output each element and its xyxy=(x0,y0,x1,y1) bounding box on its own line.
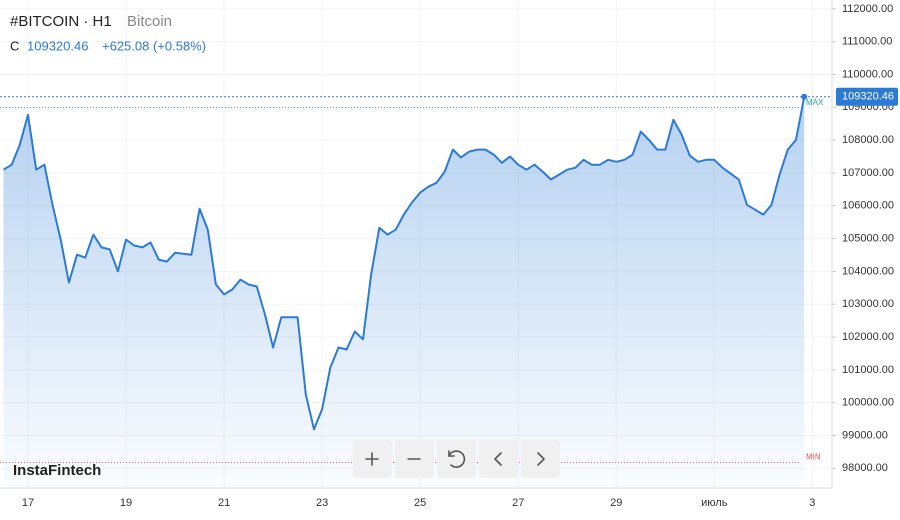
scroll-right-button[interactable] xyxy=(521,440,560,478)
x-tick-label: 21 xyxy=(218,497,230,509)
scroll-left-button[interactable] xyxy=(479,440,518,478)
logo: InstaFintech xyxy=(13,462,101,479)
close-label: C xyxy=(10,38,19,53)
area xyxy=(3,96,805,489)
symbol: #BITCOIN · H1 xyxy=(10,13,112,30)
y-tick-label: 99000.00 xyxy=(842,429,888,441)
plus-icon xyxy=(365,452,379,466)
level-label: MAX xyxy=(806,98,824,107)
toolbar xyxy=(353,440,560,478)
y-tick-label: 104000.00 xyxy=(842,265,894,277)
x-tick-label: 23 xyxy=(316,497,328,509)
line xyxy=(2,96,806,431)
y-tick-label: 100000.00 xyxy=(842,397,894,409)
y-tick-label: 110000.00 xyxy=(842,68,893,80)
level-label: MIN xyxy=(806,453,821,462)
y-tick-label: 108000.00 xyxy=(842,134,894,146)
instrument-name: Bitcoin xyxy=(127,13,172,30)
y-tick-label: 98000.00 xyxy=(842,462,888,474)
y-tick-label: 111000.00 xyxy=(842,36,892,48)
left-icon xyxy=(493,452,502,466)
y-tick-label: 101000.00 xyxy=(842,364,894,376)
x-tick-label: июль xyxy=(701,497,728,509)
y-tick-label: 105000.00 xyxy=(842,232,894,244)
price-change: +625.08 (+0.58%) xyxy=(102,38,206,53)
x-tick-label: 25 xyxy=(414,497,426,509)
reset-icon xyxy=(448,450,466,468)
y-tick-label: 107000.00 xyxy=(842,167,894,179)
close-price: 109320.46 xyxy=(27,38,88,53)
last-point xyxy=(801,93,808,100)
price-tag-label: 109320.46 xyxy=(842,91,894,103)
reset-button[interactable] xyxy=(437,440,476,478)
y-tick-label: 106000.00 xyxy=(842,200,894,212)
x-tick-label: 19 xyxy=(120,497,132,509)
x-tick-label: 29 xyxy=(610,497,622,509)
y-tick-label: 102000.00 xyxy=(842,331,894,343)
y-tick-label: 103000.00 xyxy=(842,298,894,310)
x-tick-label: 3 xyxy=(809,497,815,509)
price-tag xyxy=(836,87,898,106)
right-icon xyxy=(537,452,546,466)
x-tick-label: 27 xyxy=(512,497,524,509)
y-tick-label: 112000.00 xyxy=(842,3,893,15)
x-tick-label: 17 xyxy=(22,497,34,509)
